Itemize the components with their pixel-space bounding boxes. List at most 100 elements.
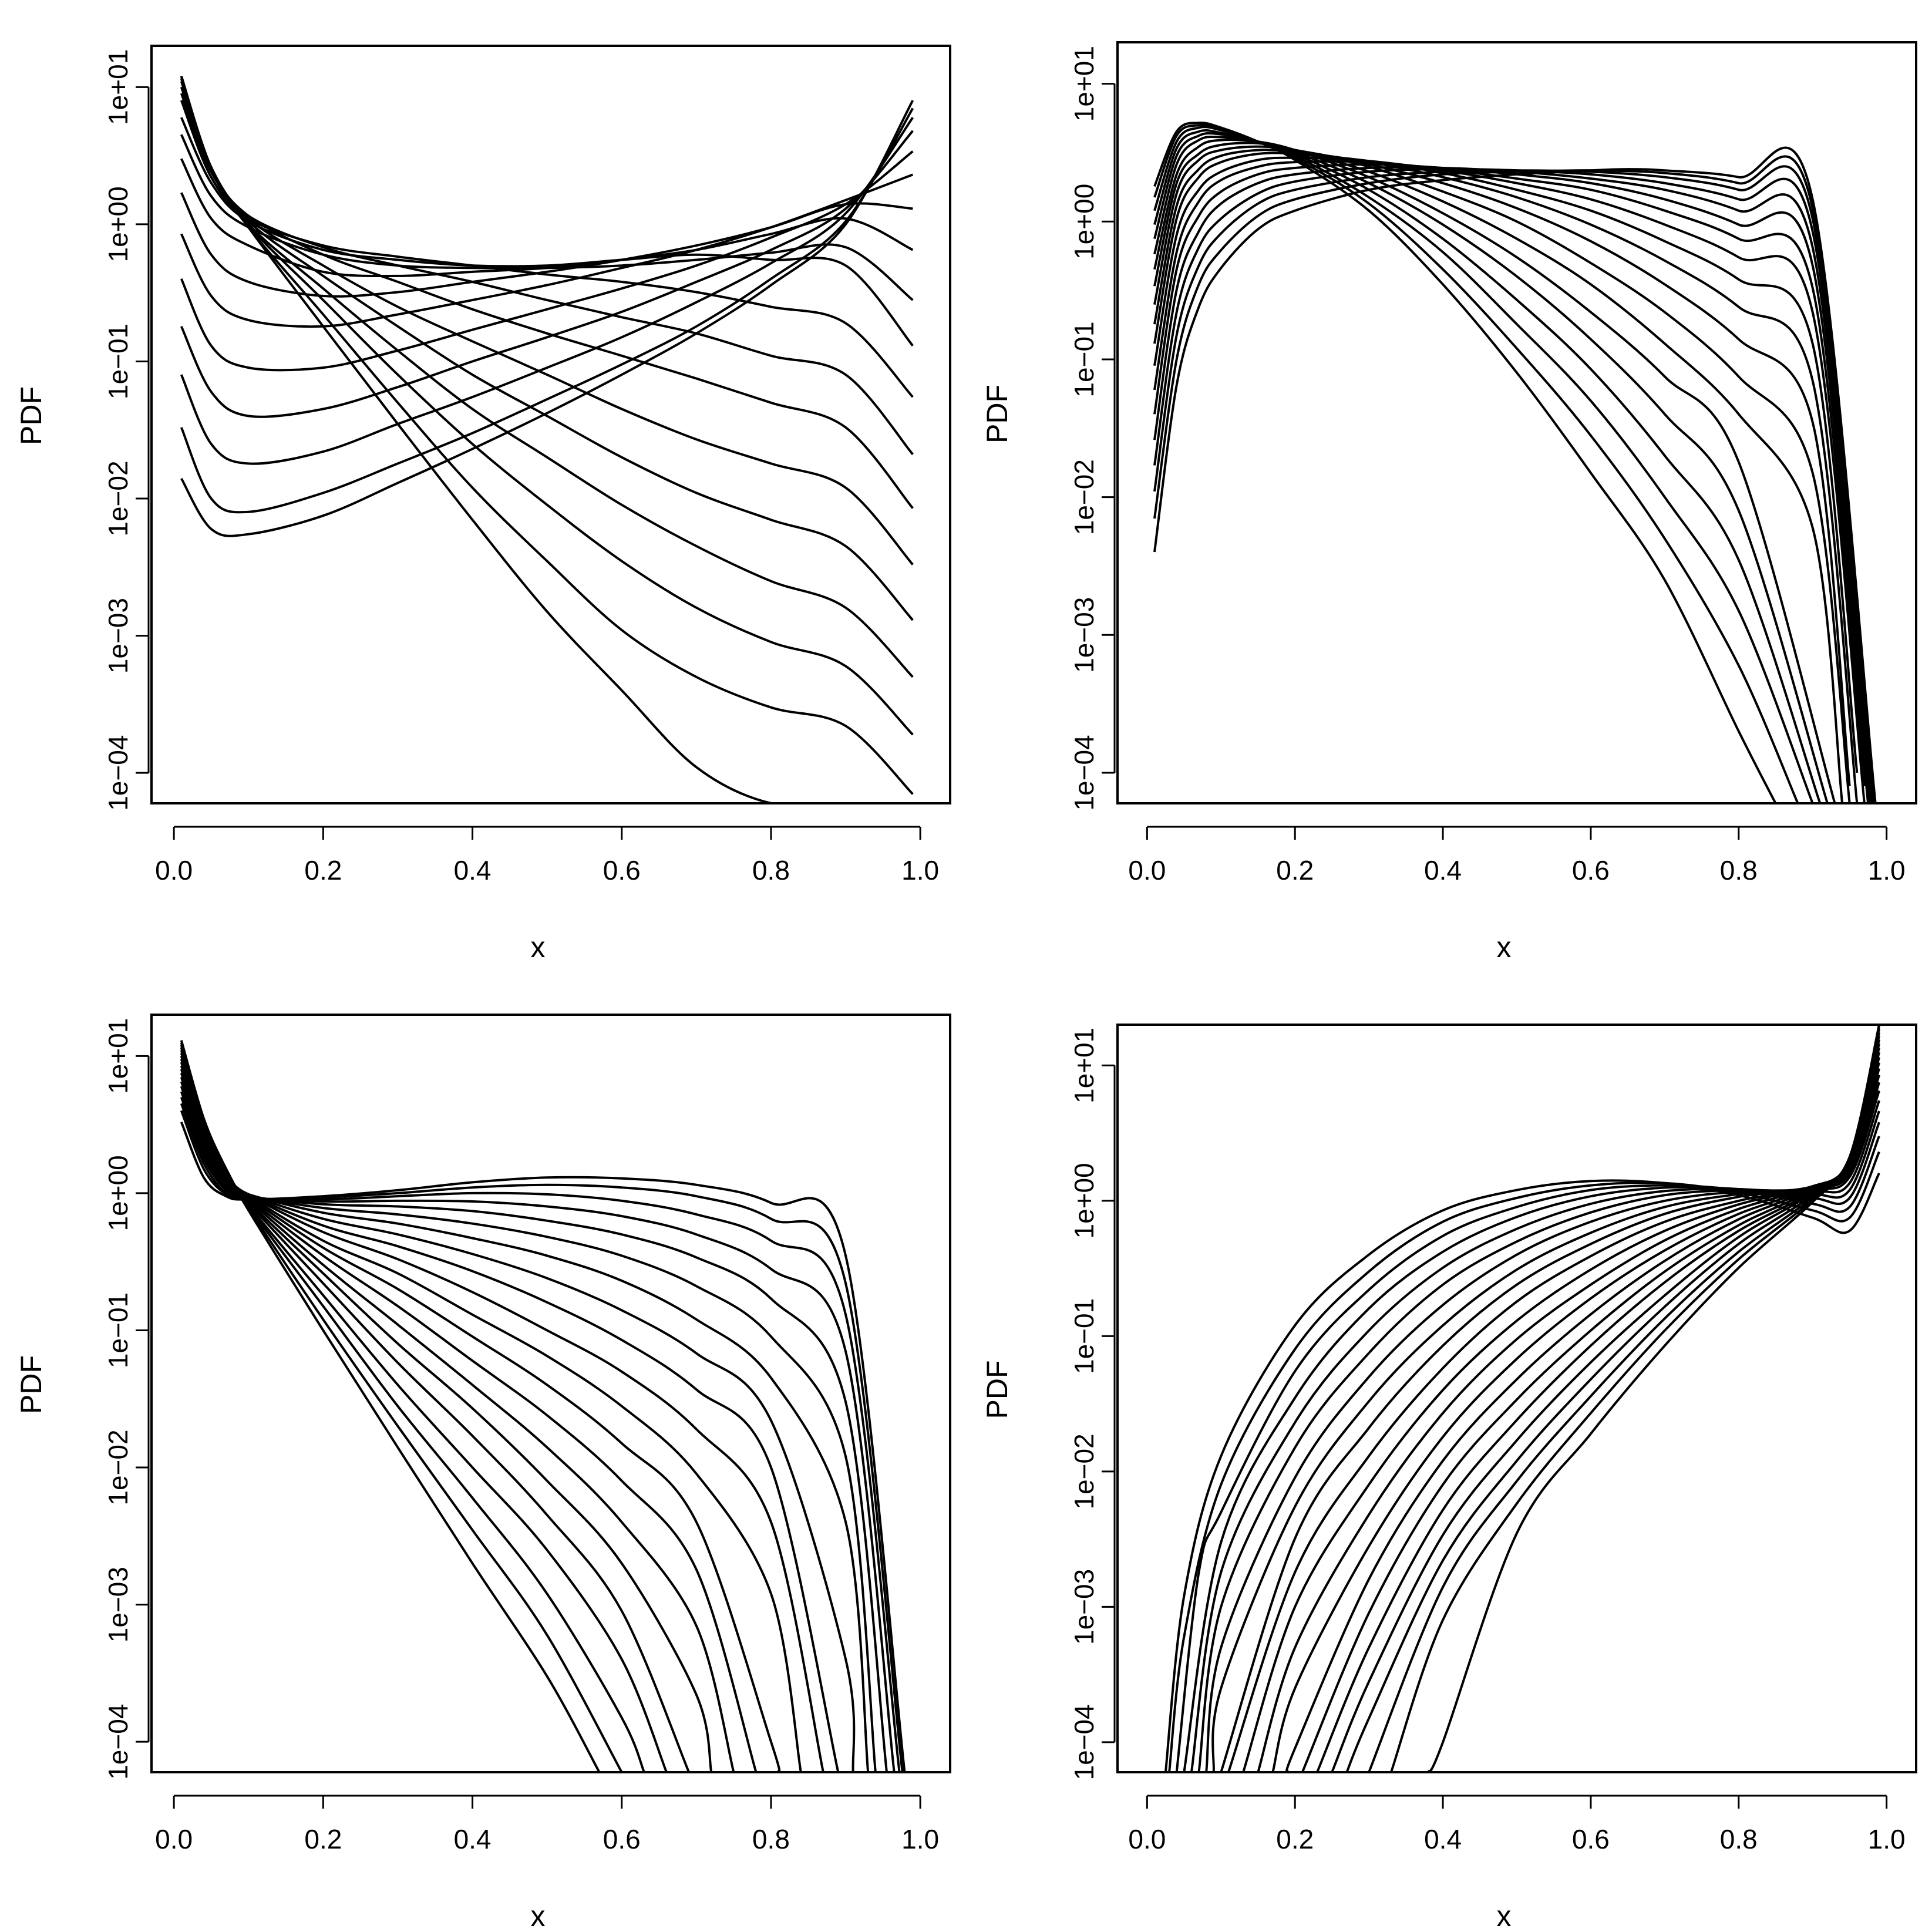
series-line-11 — [1153, 152, 1859, 773]
y-tick-label: 1e−02 — [1069, 1433, 1099, 1509]
series-line-12 — [180, 1072, 840, 1772]
y-tick-label: 1e−03 — [103, 598, 133, 674]
series-line-17 — [1153, 165, 1874, 803]
curves — [180, 76, 914, 803]
series-line-15 — [1153, 166, 1872, 803]
x-tick-label: 1.0 — [901, 855, 939, 886]
series-line-13 — [180, 1076, 856, 1772]
series-line-9 — [1153, 145, 1851, 786]
series-line-16 — [1153, 168, 1873, 803]
series-line-4 — [180, 76, 914, 678]
x-tick-label: 0.8 — [1720, 1824, 1758, 1854]
x-tick-label: 0.4 — [1424, 855, 1462, 886]
series-line-10 — [180, 117, 914, 347]
series-line-2 — [1153, 123, 1799, 803]
series-line-21 — [1427, 1025, 1880, 1772]
series-line-2 — [180, 76, 914, 795]
y-tick-label: 1e−03 — [1069, 597, 1099, 673]
series-line-3 — [1153, 126, 1814, 803]
series-line-7 — [180, 1055, 735, 1772]
series-line-11 — [1242, 1062, 1880, 1772]
series-line-8 — [1153, 142, 1851, 803]
series-line-5 — [1153, 132, 1829, 803]
series-line-12 — [1257, 1056, 1880, 1772]
x-tick-label: 0.4 — [1424, 1824, 1462, 1854]
y-tick-label: 1e−01 — [103, 1292, 133, 1368]
series-line-14 — [1285, 1047, 1880, 1772]
y-tick-label: 1e−01 — [1069, 321, 1099, 397]
series-line-19 — [1368, 1029, 1880, 1772]
curves — [1164, 1025, 1880, 1772]
y-tick-label: 1e+00 — [103, 186, 133, 262]
x-tick-label: 0.0 — [1128, 1824, 1166, 1854]
series-line-2 — [180, 1042, 623, 1772]
x-tick-label: 0.8 — [1720, 855, 1758, 886]
x-tick-label: 0.8 — [752, 855, 790, 886]
x-tick-label: 1.0 — [1868, 1824, 1906, 1854]
series-line-14 — [1153, 163, 1870, 803]
x-tick-label: 0.0 — [1128, 855, 1166, 886]
x-tick-label: 0.0 — [155, 855, 193, 886]
x-tick-label: 0.2 — [1276, 855, 1314, 886]
y-tick-label: 1e−04 — [103, 1704, 133, 1780]
series-line-10 — [1153, 149, 1859, 803]
x-tick-label: 0.8 — [752, 1824, 790, 1854]
series-line-10 — [180, 1065, 802, 1772]
series-line-8 — [180, 1058, 758, 1772]
series-line-14 — [180, 173, 914, 328]
x-tick-label: 0.6 — [603, 1824, 641, 1854]
series-line-10 — [1227, 1068, 1880, 1772]
y-tick-label: 1e−04 — [1069, 1704, 1099, 1780]
x-axis-title: x — [531, 931, 546, 964]
series-line-7 — [1153, 139, 1844, 803]
y-axis-title: PDF — [981, 1361, 1014, 1419]
series-line-2 — [1168, 1151, 1880, 1772]
curves — [180, 1040, 906, 1772]
series-line-6 — [180, 80, 914, 565]
y-tick-label: 1e+01 — [103, 49, 133, 125]
y-tick-label: 1e+01 — [103, 1018, 133, 1094]
y-tick-label: 1e−02 — [103, 460, 133, 536]
x-tick-label: 1.0 — [901, 1824, 939, 1854]
series-line-18 — [180, 107, 914, 514]
series-line-17 — [1331, 1035, 1880, 1772]
x-axis-title: x — [1497, 931, 1512, 964]
series-line-13 — [1153, 160, 1866, 786]
series-line-6 — [1153, 135, 1836, 803]
plot-frame — [1116, 1024, 1917, 1773]
y-tick-label: 1e+00 — [1069, 184, 1099, 260]
curves — [1153, 122, 1877, 803]
x-tick-label: 0.2 — [304, 855, 342, 886]
y-tick-label: 1e−03 — [103, 1567, 133, 1642]
series-line-15 — [180, 1086, 877, 1772]
panel-top-right: 0.0 0.2 0.4 0.6 0.8 1.0 x 1e−04 1e−03 1e−02 1e−01 1… — [981, 41, 1917, 964]
series-line-7 — [180, 86, 914, 509]
series-line-20 — [180, 1122, 906, 1772]
series-line-17 — [180, 116, 914, 465]
series-line-18 — [180, 1103, 901, 1772]
series-line-16 — [180, 1091, 888, 1772]
series-line-19 — [180, 99, 914, 537]
y-tick-label: 1e+00 — [1069, 1163, 1099, 1238]
panel-bottom-left: 0.0 0.2 0.4 0.6 0.8 1.0 x 1e−04 1e−03 1e−02 1e−01 1… — [15, 1014, 951, 1929]
panel-top-left: 0.0 0.2 0.4 0.6 0.8 1.0 x 1e−04 1e−03 1e−02 1e−01 1… — [15, 45, 951, 964]
plot-frame — [1116, 41, 1917, 804]
y-tick-label: 1e+01 — [1069, 46, 1099, 122]
series-line-18 — [1153, 155, 1876, 803]
series-line-12 — [1153, 156, 1866, 803]
y-tick-label: 1e+00 — [103, 1155, 133, 1231]
panel-bottom-right: 0.0 0.2 0.4 0.6 0.8 1.0 x 1e−04 1e−03 1e−02 1e−01 1… — [981, 1024, 1917, 1929]
series-line-3 — [180, 76, 914, 736]
series-line-4 — [180, 1047, 668, 1772]
series-line-5 — [180, 1050, 690, 1772]
series-line-5 — [180, 78, 914, 621]
series-line-17 — [180, 1096, 896, 1772]
x-tick-label: 0.0 — [155, 1824, 193, 1854]
y-tick-label: 1e−01 — [1069, 1298, 1099, 1374]
x-tick-label: 0.4 — [454, 855, 492, 886]
series-line-1 — [1153, 122, 1777, 803]
y-tick-label: 1e+01 — [1069, 1028, 1099, 1103]
series-line-14 — [180, 1081, 870, 1772]
series-line-1 — [180, 76, 913, 803]
